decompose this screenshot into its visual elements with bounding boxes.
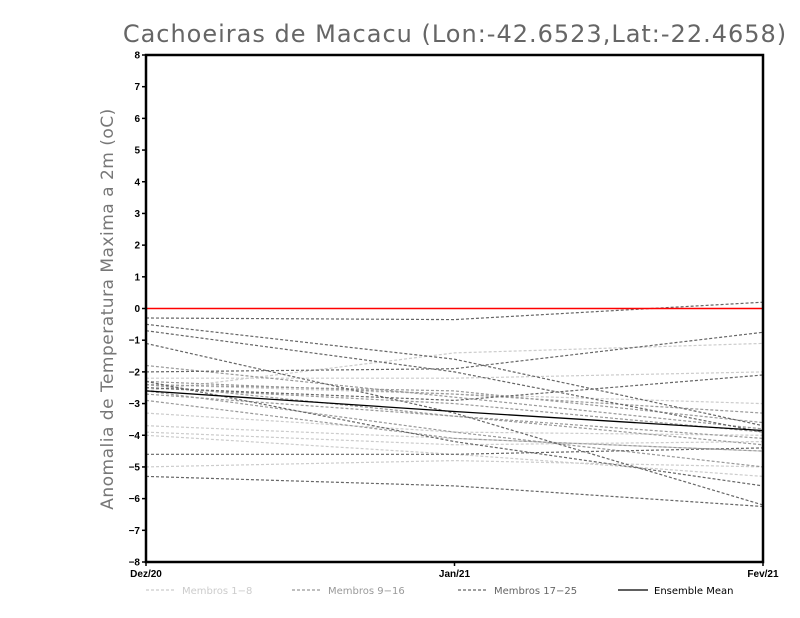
member-series-line (145, 323, 764, 427)
y-tick-label: −8 (129, 558, 141, 569)
y-axis-label: Anomalia de Temperatura Maxima a 2m (oC) (98, 108, 118, 510)
member-series-line (145, 393, 764, 439)
plot-area: −8 −7 −6 −5 −4 −3 −2 −1 0 1 2 3 4 5 6 7 8 Dez/20 Jan/21 Fev… (129, 51, 779, 581)
legend-label: Membros 9−16 (328, 586, 405, 597)
y-tick-label: 5 (134, 146, 140, 157)
y-tick-label: 7 (134, 82, 140, 93)
y-tick-label: 2 (134, 241, 140, 252)
member-series-line (145, 431, 764, 446)
y-tick-label: −4 (129, 431, 141, 442)
chart-title: Cachoeiras de Macacu (Lon:-42.6523,Lat:-… (123, 20, 787, 48)
y-tick-label: 6 (134, 114, 140, 125)
legend: Membros 1−8 Membros 9−16 Membros 17−25 Ense… (146, 586, 733, 597)
member-series-line (145, 380, 764, 414)
member-series-line (145, 384, 764, 405)
y-tick-label: −2 (129, 367, 141, 378)
member-series-line (145, 380, 764, 487)
member-series-line (145, 387, 764, 433)
member-series-line (145, 475, 764, 508)
y-tick-label: 8 (134, 51, 140, 62)
member-series-line (145, 425, 764, 452)
member-series-line (145, 390, 764, 468)
member-series-line (145, 384, 764, 446)
legend-label: Membros 17−25 (494, 586, 577, 597)
member-series-line (145, 374, 764, 402)
x-tick-label: Dez/20 (130, 569, 162, 580)
y-tick-label: −1 (129, 336, 141, 347)
x-tick-label: Fev/21 (747, 569, 779, 580)
member-series-line (145, 384, 764, 424)
member-series-line (145, 434, 764, 477)
y-tick-label: 0 (134, 304, 140, 315)
y-tick-label: −3 (129, 399, 141, 410)
member-series-line (146, 371, 764, 379)
member-series-line (146, 447, 764, 455)
member-series-line (145, 342, 764, 506)
y-tick-label: 1 (134, 272, 140, 283)
legend-label: Membros 1−8 (182, 586, 252, 597)
y-tick-label: −6 (129, 494, 141, 505)
y-tick-label: −5 (129, 462, 141, 473)
y-tick-label: 3 (134, 209, 140, 220)
member-series-line (145, 342, 764, 392)
member-series-line (145, 330, 764, 433)
y-tick-label: −7 (129, 526, 141, 537)
member-series-line (145, 301, 764, 321)
member-series-line (145, 459, 764, 468)
member-series-line (145, 364, 764, 430)
member-series-line (145, 399, 764, 452)
ensemble-mean-line (145, 390, 764, 432)
x-tick-label: Jan/21 (439, 569, 471, 580)
y-tick-label: 4 (134, 177, 140, 188)
member-series-line (145, 331, 764, 373)
legend-label: Ensemble Mean (654, 586, 733, 597)
